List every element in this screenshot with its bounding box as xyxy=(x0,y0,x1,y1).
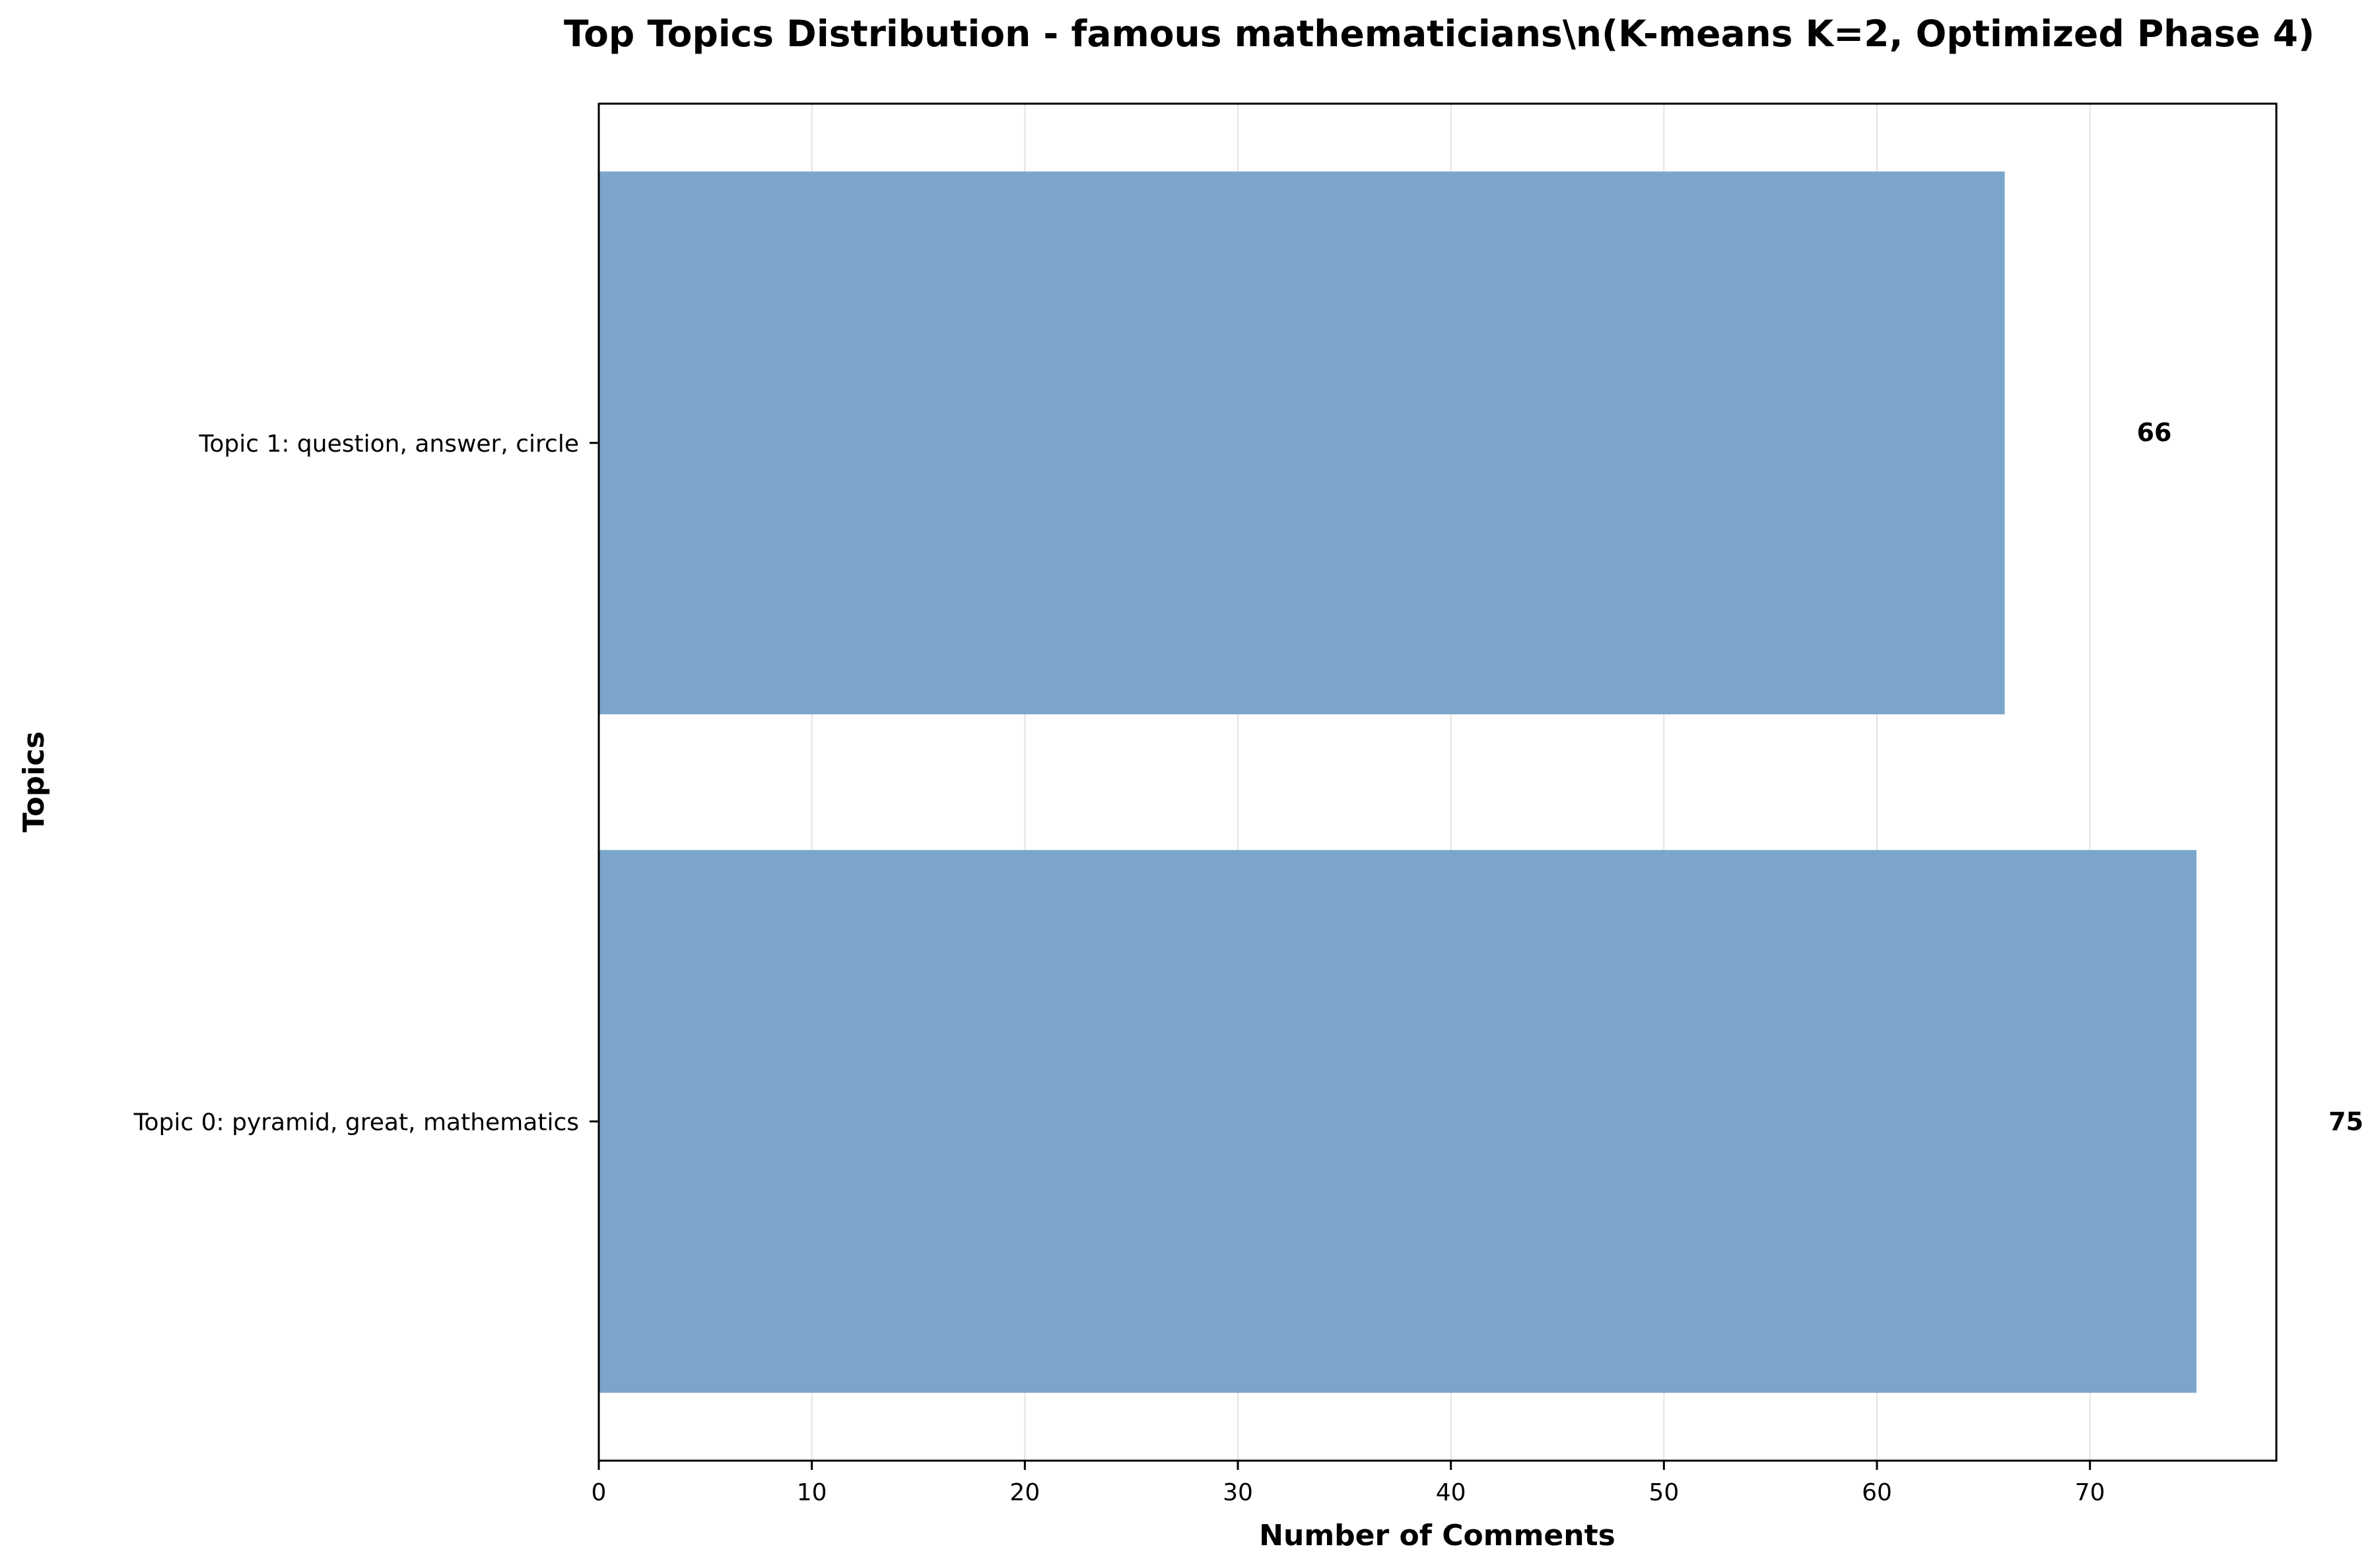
bar-value-label: 75 xyxy=(2329,1107,2363,1136)
x-tick-label: 40 xyxy=(1436,1479,1466,1506)
bar xyxy=(599,171,2005,714)
plot-frame xyxy=(597,102,2278,1462)
y-axis-label: Topics xyxy=(17,731,51,832)
axis-ticks: 0 10 20 30 40 50 60 70 Topic 1: question, answer… xyxy=(133,431,2105,1506)
x-tick-label: 10 xyxy=(797,1479,827,1506)
y-tick-label: Topic 0: pyramid, great, mathematics xyxy=(133,1109,579,1136)
x-tick-label: 0 xyxy=(592,1479,607,1506)
x-tick-label: 70 xyxy=(2075,1479,2105,1506)
bars xyxy=(599,171,2196,1393)
x-tick-label: 30 xyxy=(1223,1479,1253,1506)
bar xyxy=(599,850,2196,1393)
x-axis-label: Number of Comments xyxy=(1259,1519,1615,1552)
x-tick-label: 50 xyxy=(1649,1479,1679,1506)
chart-title: Top Topics Distribution - famous mathema… xyxy=(564,13,2315,55)
data-labels: 66 75 xyxy=(2137,418,2363,1136)
bar-value-label: 66 xyxy=(2137,418,2172,447)
y-tick-label: Topic 1: question, answer, circle xyxy=(198,431,579,458)
x-tick-label: 60 xyxy=(1862,1479,1892,1506)
x-tick-label: 20 xyxy=(1009,1479,1040,1506)
